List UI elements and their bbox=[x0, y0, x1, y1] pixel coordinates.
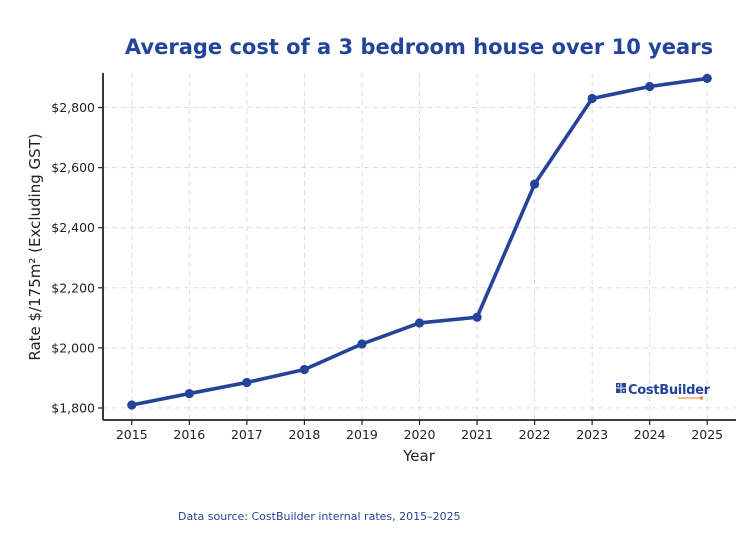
chart-title: Average cost of a 3 bedroom house over 1… bbox=[125, 35, 713, 59]
data-point bbox=[184, 388, 194, 399]
y-tick-label: $2,400 bbox=[51, 220, 95, 235]
x-tick-label: 2019 bbox=[346, 427, 378, 442]
x-tick-label: 2022 bbox=[519, 427, 551, 442]
data-point bbox=[645, 81, 655, 92]
x-tick-label: 2023 bbox=[576, 427, 608, 442]
logo-accent bbox=[700, 396, 703, 400]
y-tick-label: $1,800 bbox=[51, 400, 95, 415]
data-point bbox=[472, 312, 482, 322]
data-point bbox=[299, 364, 310, 375]
data-point bbox=[414, 318, 425, 328]
y-axis-label: Rate $/175m² (Excluding GST) bbox=[26, 133, 44, 360]
data-point bbox=[127, 400, 137, 410]
x-tick-label: 2020 bbox=[404, 427, 436, 442]
data-point bbox=[587, 93, 597, 104]
data-point bbox=[529, 179, 540, 189]
x-tick-label: 2024 bbox=[634, 427, 666, 442]
x-tick-label: 2018 bbox=[289, 427, 321, 442]
grid bbox=[103, 73, 736, 420]
x-tick-label: 2025 bbox=[691, 427, 723, 442]
x-tick-label: 2017 bbox=[231, 427, 263, 442]
x-tick-label: 2016 bbox=[173, 427, 205, 442]
y-tick-label: $2,200 bbox=[51, 280, 95, 295]
data-point bbox=[357, 339, 367, 349]
logo-mark-icon bbox=[616, 383, 626, 393]
data-point bbox=[242, 377, 252, 388]
costbuilder-logo: CostBuilder bbox=[616, 383, 711, 400]
x-tick-label: 2021 bbox=[461, 427, 493, 442]
x-axis-ticks: 2015 2016 2017 2018 2019 2020 2021 2022 2023 2024… bbox=[116, 420, 723, 442]
y-tick-label: $2,600 bbox=[51, 160, 95, 175]
logo-text: CostBuilder bbox=[628, 383, 711, 398]
y-tick-label: $2,000 bbox=[51, 340, 95, 355]
data-source-note: Data source: CostBuilder internal rates,… bbox=[178, 510, 461, 523]
y-axis-ticks: $1,800 $2,000 $2,200 $2,400 $2,600 $2,800 bbox=[51, 100, 103, 415]
x-tick-label: 2015 bbox=[116, 427, 148, 442]
y-tick-label: $2,800 bbox=[51, 100, 95, 115]
x-axis-label: Year bbox=[402, 447, 436, 465]
series-layer bbox=[127, 73, 712, 410]
data-point bbox=[702, 73, 712, 84]
